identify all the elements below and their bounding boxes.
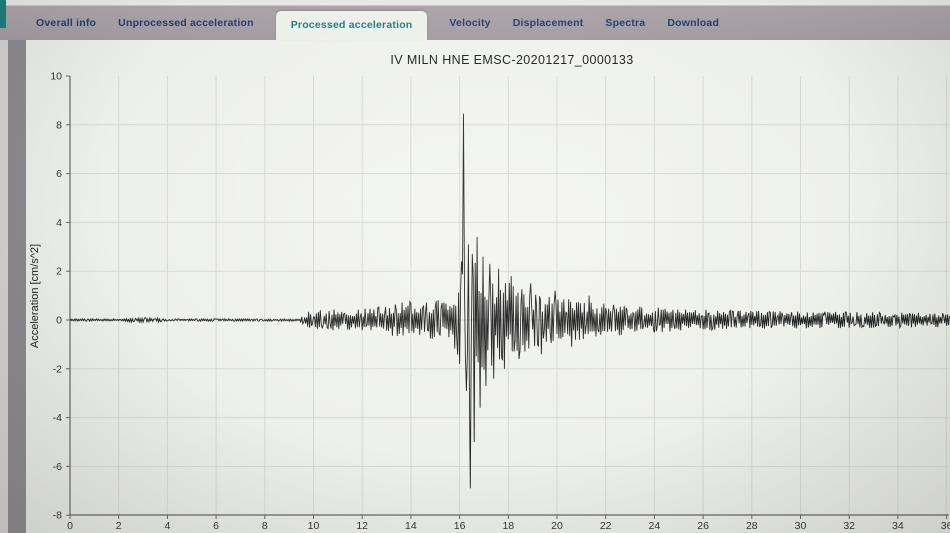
x-tick-label: 4: [164, 520, 170, 532]
x-tick-label: 28: [746, 520, 758, 532]
x-tick-label: 10: [308, 520, 320, 532]
y-tick-label: 8: [56, 119, 62, 131]
tab-spectra[interactable]: Spectra: [605, 17, 646, 29]
screen-left-edge: [0, 40, 8, 533]
y-tick-label: -4: [53, 412, 62, 424]
x-tick-label: 2: [116, 520, 122, 532]
chart-title: IV MILN HNE EMSC-20201217_0000133: [390, 53, 633, 67]
y-tick-label: -6: [53, 461, 62, 473]
y-tick-label: -2: [53, 363, 62, 375]
x-tick-label: 26: [697, 520, 709, 532]
tab-unprocessed-acceleration[interactable]: Unprocessed acceleration: [118, 17, 254, 29]
x-tick-label: 18: [502, 520, 514, 532]
tab-velocity[interactable]: Velocity: [449, 17, 491, 29]
tab-download[interactable]: Download: [667, 17, 720, 29]
teal-corner-accent: [0, 0, 6, 28]
x-tick-label: 0: [67, 520, 73, 532]
y-axis-label: Acceleration [cm/s^2]: [29, 244, 41, 348]
window-left-margin: [8, 40, 26, 533]
content-area: 0 2 4 6 8 10 12 14 16 18 20 22 24 26 28 30 32 34 36 10 8 6 4 2 0…: [0, 40, 950, 533]
x-tick-label: 8: [262, 520, 268, 532]
x-tick-label: 14: [405, 520, 417, 532]
x-tick-label: 30: [795, 520, 807, 532]
y-tick-label: 2: [56, 266, 62, 278]
x-tick-label: 36: [941, 520, 950, 532]
y-tick-label: 4: [56, 217, 62, 229]
top-strip: [0, 0, 950, 6]
x-tick-label: 12: [356, 520, 368, 532]
x-tick-label: 32: [843, 520, 855, 532]
seismogram-chart: 0 2 4 6 8 10 12 14 16 18 20 22 24 26 28 30 32 34 361086420…: [29, 53, 950, 532]
x-tick-label: 24: [649, 520, 661, 532]
y-tick-label: 6: [56, 168, 62, 180]
tab-overall-info[interactable]: Overall info: [36, 17, 97, 29]
tab-processed-acceleration[interactable]: Processed acceleration: [275, 11, 428, 40]
x-tick-label: 20: [551, 520, 563, 532]
waveform-trace: [69, 113, 950, 489]
x-tick-label: 22: [600, 520, 612, 532]
x-tick-label: 6: [213, 520, 219, 532]
y-tick-label: 0: [56, 315, 62, 327]
y-tick-label: 10: [50, 71, 62, 83]
x-tick-label: 16: [454, 520, 466, 532]
tab-bar: Overall info Unprocessed acceleration Proc…: [0, 6, 950, 40]
y-tick-label: -8: [53, 510, 62, 522]
x-tick-label: 34: [892, 520, 904, 532]
tab-displacement[interactable]: Displacement: [512, 17, 584, 29]
